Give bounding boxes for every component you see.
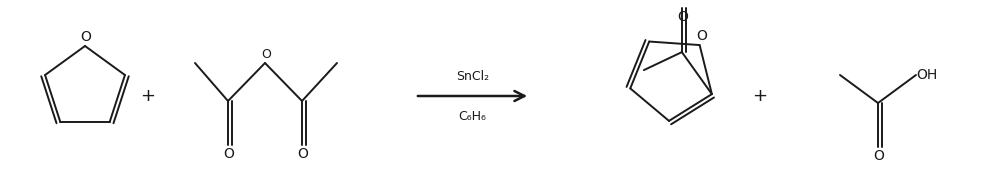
Text: O: O	[678, 10, 689, 24]
Text: +: +	[141, 87, 155, 105]
Text: OH: OH	[916, 68, 938, 82]
Text: O: O	[873, 149, 884, 163]
Text: SnCl₂: SnCl₂	[456, 69, 489, 82]
Text: C₆H₆: C₆H₆	[458, 109, 486, 123]
Text: +: +	[752, 87, 767, 105]
Text: O: O	[696, 29, 707, 43]
Text: O: O	[297, 147, 308, 161]
Text: O: O	[81, 30, 92, 44]
Text: O: O	[261, 47, 271, 60]
Text: O: O	[224, 147, 235, 161]
